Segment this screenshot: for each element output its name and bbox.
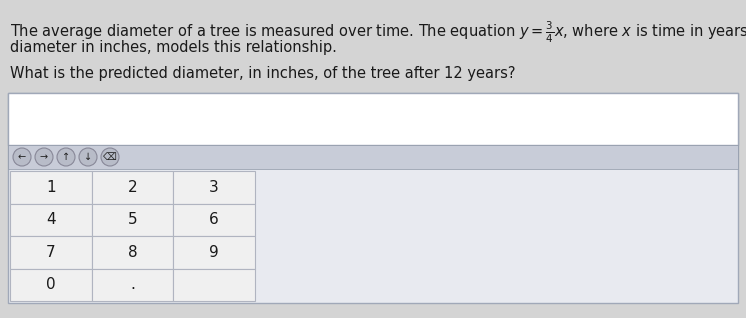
Text: 2: 2 (128, 180, 137, 195)
Bar (8, 93, 738, 145)
Text: 4: 4 (46, 212, 56, 227)
Bar (10, 236, 92, 268)
Text: diameter in inches, models this relationship.: diameter in inches, models this relation… (10, 40, 337, 55)
Text: 9: 9 (210, 245, 219, 260)
Circle shape (13, 148, 31, 166)
Text: 1: 1 (46, 180, 56, 195)
Text: 5: 5 (128, 212, 137, 227)
Bar (92, 171, 173, 204)
Text: ↓: ↓ (84, 152, 92, 162)
Bar (173, 268, 255, 301)
Text: What is the predicted diameter, in inches, of the tree after 12 years?: What is the predicted diameter, in inche… (10, 66, 515, 81)
Bar (8, 145, 738, 169)
Bar (173, 236, 255, 268)
Text: ⌫: ⌫ (103, 152, 117, 162)
Circle shape (57, 148, 75, 166)
Circle shape (35, 148, 53, 166)
Bar (173, 171, 255, 204)
Bar (92, 268, 173, 301)
Bar (10, 171, 92, 204)
Text: →: → (40, 152, 48, 162)
Circle shape (101, 148, 119, 166)
Bar (92, 236, 173, 268)
Text: 8: 8 (128, 245, 137, 260)
Text: 7: 7 (46, 245, 56, 260)
Text: 6: 6 (210, 212, 219, 227)
Text: 0: 0 (46, 277, 56, 292)
Bar (10, 204, 92, 236)
Bar (92, 204, 173, 236)
Circle shape (79, 148, 97, 166)
Text: 3: 3 (210, 180, 219, 195)
Text: ←: ← (18, 152, 26, 162)
Text: ↑: ↑ (62, 152, 70, 162)
Bar (8, 93, 738, 303)
Text: The average diameter of a tree is measured over time. The equation $y = \frac{3}: The average diameter of a tree is measur… (10, 20, 746, 45)
Bar (173, 204, 255, 236)
Bar (10, 268, 92, 301)
Text: .: . (130, 277, 135, 292)
